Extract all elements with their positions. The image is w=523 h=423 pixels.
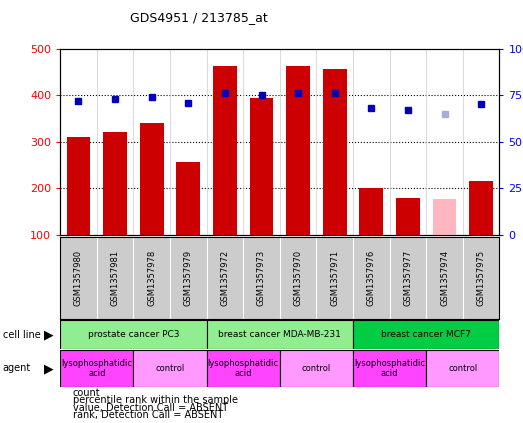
Text: prostate cancer PC3: prostate cancer PC3 [88, 330, 179, 339]
Text: ▶: ▶ [44, 362, 54, 375]
Text: GSM1357971: GSM1357971 [330, 250, 339, 306]
Bar [286, 66, 310, 235]
Bar [359, 188, 383, 235]
Bar [60, 320, 207, 349]
Text: GSM1357972: GSM1357972 [220, 250, 230, 306]
Bar [133, 350, 207, 387]
Text: GSM1357977: GSM1357977 [403, 250, 413, 306]
Bar [207, 350, 280, 387]
Text: control: control [448, 364, 477, 373]
Text: GSM1357973: GSM1357973 [257, 250, 266, 306]
Bar [426, 350, 499, 387]
Bar [353, 350, 426, 387]
Text: agent: agent [3, 363, 31, 374]
Text: GSM1357979: GSM1357979 [184, 250, 193, 306]
Bar [353, 320, 499, 349]
Bar [140, 123, 164, 235]
Text: cell line: cell line [3, 330, 40, 340]
Bar [176, 162, 200, 235]
Bar [469, 181, 493, 235]
Text: GSM1357970: GSM1357970 [293, 250, 303, 306]
Bar [396, 198, 420, 235]
Bar [103, 132, 127, 235]
Text: lysophosphatidic
acid: lysophosphatidic acid [354, 359, 425, 378]
Text: GDS4951 / 213785_at: GDS4951 / 213785_at [130, 11, 268, 24]
Text: GSM1357981: GSM1357981 [110, 250, 120, 306]
Text: GSM1357978: GSM1357978 [147, 250, 156, 306]
Text: ▶: ▶ [44, 328, 54, 341]
Text: control: control [302, 364, 331, 373]
Bar [433, 199, 457, 235]
Text: rank, Detection Call = ABSENT: rank, Detection Call = ABSENT [73, 410, 223, 420]
Text: value, Detection Call = ABSENT: value, Detection Call = ABSENT [73, 403, 228, 413]
Bar [280, 350, 353, 387]
Text: lysophosphatidic
acid: lysophosphatidic acid [61, 359, 132, 378]
Bar [323, 69, 347, 235]
Bar [66, 137, 90, 235]
Text: percentile rank within the sample: percentile rank within the sample [73, 395, 237, 405]
Text: control: control [155, 364, 185, 373]
Text: GSM1357974: GSM1357974 [440, 250, 449, 306]
Text: count: count [73, 387, 100, 398]
Text: lysophosphatidic
acid: lysophosphatidic acid [208, 359, 279, 378]
Text: GSM1357976: GSM1357976 [367, 250, 376, 306]
Text: GSM1357975: GSM1357975 [476, 250, 486, 306]
Text: breast cancer MDA-MB-231: breast cancer MDA-MB-231 [219, 330, 341, 339]
Bar [60, 350, 133, 387]
Text: GSM1357980: GSM1357980 [74, 250, 83, 306]
Text: breast cancer MCF7: breast cancer MCF7 [381, 330, 471, 339]
Bar [249, 98, 274, 235]
Bar [213, 66, 237, 235]
Bar [207, 320, 353, 349]
